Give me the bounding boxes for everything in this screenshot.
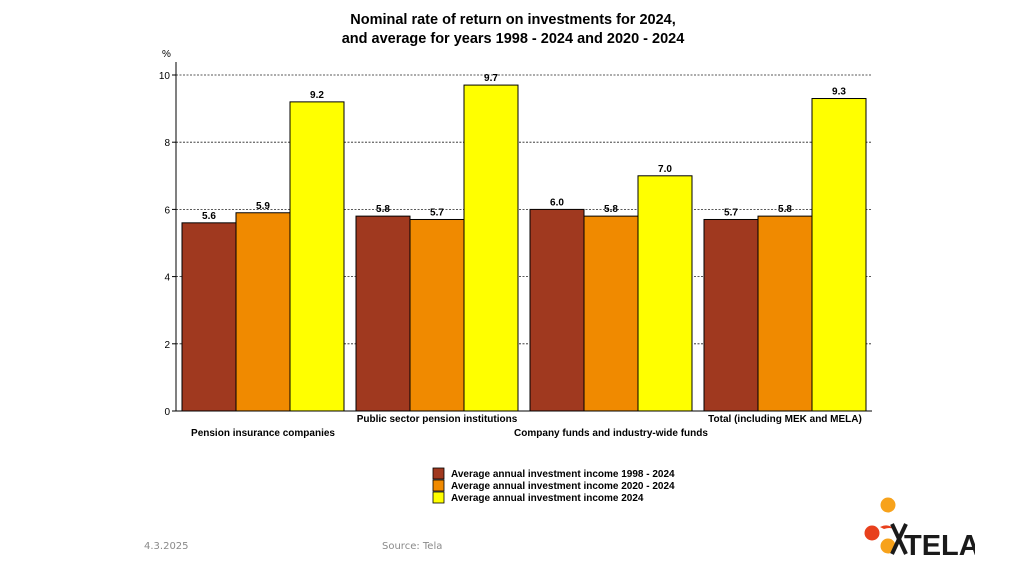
bar <box>811 98 867 412</box>
bar <box>289 101 345 412</box>
bar-data-label: 5.7 <box>430 207 444 218</box>
logo-swoosh <box>880 525 896 532</box>
bar-data-label: 6.0 <box>550 197 564 208</box>
bar <box>757 215 813 412</box>
legend-swatch <box>432 491 445 504</box>
y-axis-unit: % <box>162 49 171 60</box>
bar-data-label: 9.3 <box>832 87 846 98</box>
x-category-label: Public sector pension institutions <box>357 414 518 425</box>
bar <box>463 84 519 412</box>
footer-source: Source: Tela <box>382 541 443 552</box>
bar <box>529 208 585 412</box>
legend-swatch <box>432 479 445 492</box>
chart-title-line-2: and average for years 1998 - 2024 and 20… <box>342 31 685 47</box>
bar-data-label: 5.8 <box>376 204 390 215</box>
logo-dot-left <box>864 525 880 541</box>
bar <box>409 218 465 412</box>
bar <box>703 218 759 412</box>
chart-title-line-1: Nominal rate of return on investments fo… <box>350 12 676 28</box>
bar-data-label: 5.8 <box>778 204 792 215</box>
footer-date: 4.3.2025 <box>144 541 189 552</box>
legend-swatch <box>432 467 445 480</box>
y-tick-label: 10 <box>159 71 171 82</box>
legend-label: Average annual investment income 2020 - … <box>451 481 675 492</box>
bar <box>583 215 639 412</box>
bar-data-label: 9.7 <box>484 73 498 84</box>
y-tick-label: 8 <box>164 138 170 149</box>
x-category-label: Pension insurance companies <box>191 428 335 439</box>
bar-data-label: 5.6 <box>202 211 216 222</box>
bar-data-label: 5.8 <box>604 204 618 215</box>
y-tick-label: 0 <box>164 407 170 418</box>
logo-dot-top <box>880 497 896 513</box>
logo-x-stroke-2 <box>890 523 908 555</box>
bar <box>637 175 693 412</box>
logo-dot-bottom <box>880 538 896 554</box>
bar <box>355 215 411 412</box>
tela-logo: TELA <box>864 497 975 558</box>
bar-data-label: 5.9 <box>256 201 270 212</box>
x-category-label: Company funds and industry-wide funds <box>514 428 708 439</box>
bar <box>235 212 291 412</box>
y-tick-label: 6 <box>164 205 170 216</box>
logo-text: TELA <box>904 530 975 558</box>
legend-label: Average annual investment income 2024 <box>451 493 644 504</box>
x-category-label: Total (including MEK and MELA) <box>708 414 862 425</box>
bar-data-label: 7.0 <box>658 164 672 175</box>
y-tick-label: 4 <box>164 273 170 284</box>
bar-data-label: 5.7 <box>724 207 738 218</box>
y-tick-label: 2 <box>164 340 170 351</box>
bar-data-label: 9.2 <box>310 90 324 101</box>
legend-label: Average annual investment income 1998 - … <box>451 469 675 480</box>
bar <box>181 222 237 412</box>
